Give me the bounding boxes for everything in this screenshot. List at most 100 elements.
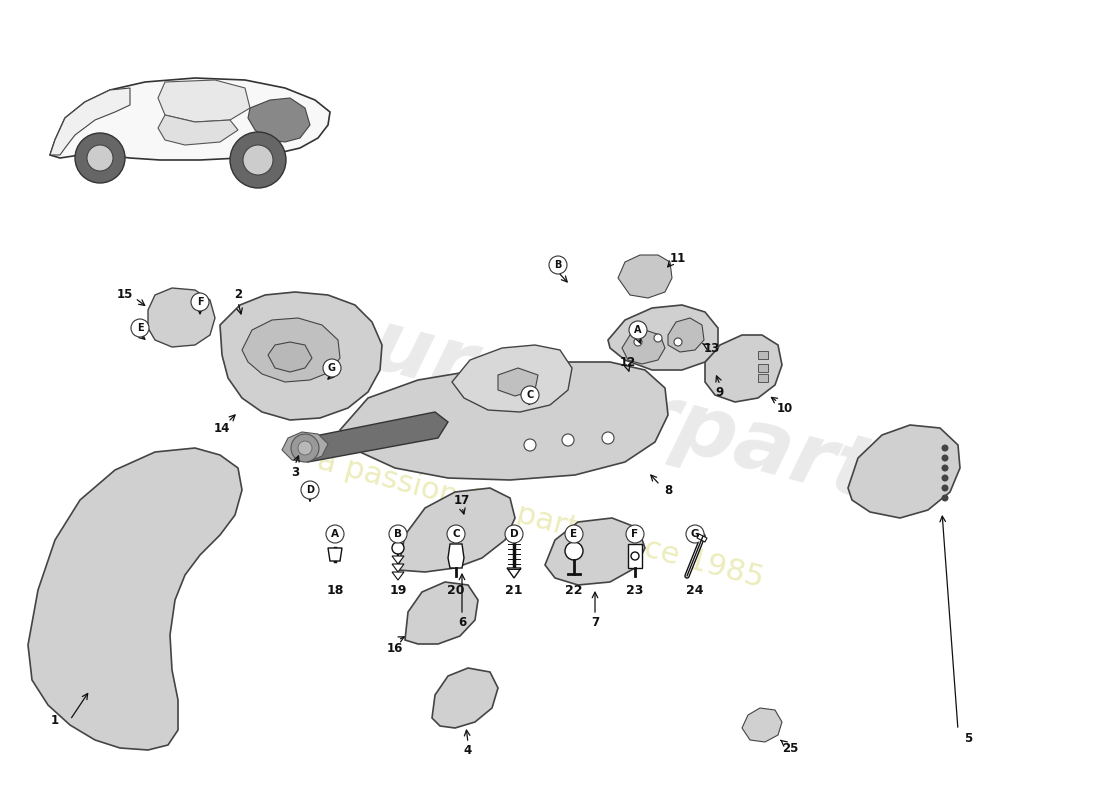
Text: 2: 2 bbox=[234, 289, 242, 302]
Circle shape bbox=[654, 334, 662, 342]
Text: 22: 22 bbox=[565, 585, 583, 598]
Polygon shape bbox=[608, 305, 718, 370]
Circle shape bbox=[942, 454, 948, 462]
Text: 11: 11 bbox=[670, 251, 686, 265]
Circle shape bbox=[634, 338, 642, 346]
Polygon shape bbox=[290, 412, 448, 462]
Circle shape bbox=[87, 145, 113, 171]
Polygon shape bbox=[758, 351, 768, 359]
Circle shape bbox=[942, 474, 948, 482]
Circle shape bbox=[629, 321, 647, 339]
Text: C: C bbox=[452, 529, 460, 539]
Text: eurocarparts: eurocarparts bbox=[306, 289, 934, 531]
Circle shape bbox=[674, 338, 682, 346]
Text: 10: 10 bbox=[777, 402, 793, 414]
Text: D: D bbox=[306, 485, 313, 495]
Text: 20: 20 bbox=[448, 585, 464, 598]
Polygon shape bbox=[618, 255, 672, 298]
Polygon shape bbox=[328, 548, 342, 561]
Circle shape bbox=[326, 525, 344, 543]
Text: E: E bbox=[571, 529, 578, 539]
Circle shape bbox=[505, 525, 522, 543]
Polygon shape bbox=[158, 80, 250, 122]
Polygon shape bbox=[544, 518, 645, 585]
Polygon shape bbox=[158, 115, 238, 145]
Polygon shape bbox=[398, 488, 515, 572]
Polygon shape bbox=[705, 335, 782, 402]
Polygon shape bbox=[50, 78, 330, 160]
Circle shape bbox=[389, 525, 407, 543]
Polygon shape bbox=[268, 342, 312, 372]
Text: G: G bbox=[691, 529, 700, 539]
Text: 5: 5 bbox=[964, 731, 972, 745]
Circle shape bbox=[392, 542, 404, 554]
Polygon shape bbox=[452, 345, 572, 412]
Polygon shape bbox=[220, 292, 382, 420]
Text: 4: 4 bbox=[464, 743, 472, 757]
Circle shape bbox=[447, 525, 465, 543]
Polygon shape bbox=[148, 288, 214, 347]
Text: A: A bbox=[331, 529, 339, 539]
Text: 13: 13 bbox=[704, 342, 720, 354]
Polygon shape bbox=[392, 572, 404, 580]
Circle shape bbox=[626, 525, 644, 543]
Text: 6: 6 bbox=[458, 615, 466, 629]
Polygon shape bbox=[405, 582, 478, 644]
Text: A: A bbox=[635, 325, 641, 335]
Polygon shape bbox=[498, 368, 538, 396]
Text: 23: 23 bbox=[626, 585, 644, 598]
Polygon shape bbox=[758, 364, 768, 372]
Text: 12: 12 bbox=[620, 355, 636, 369]
Circle shape bbox=[521, 386, 539, 404]
Circle shape bbox=[301, 481, 319, 499]
Circle shape bbox=[323, 359, 341, 377]
Circle shape bbox=[602, 432, 614, 444]
Text: 24: 24 bbox=[686, 585, 704, 598]
Polygon shape bbox=[340, 362, 668, 480]
Text: 17: 17 bbox=[454, 494, 470, 506]
Polygon shape bbox=[432, 668, 498, 728]
Text: 3: 3 bbox=[290, 466, 299, 478]
Text: D: D bbox=[509, 529, 518, 539]
Text: 1: 1 bbox=[51, 714, 59, 726]
Text: B: B bbox=[394, 529, 402, 539]
Circle shape bbox=[942, 494, 948, 502]
Polygon shape bbox=[848, 425, 960, 518]
Circle shape bbox=[686, 525, 704, 543]
Text: F: F bbox=[197, 297, 204, 307]
Polygon shape bbox=[621, 330, 665, 364]
Polygon shape bbox=[448, 544, 464, 568]
Polygon shape bbox=[242, 318, 340, 382]
Circle shape bbox=[243, 145, 273, 175]
Text: 16: 16 bbox=[387, 642, 404, 654]
Polygon shape bbox=[507, 568, 521, 578]
Text: C: C bbox=[527, 390, 534, 400]
Polygon shape bbox=[282, 432, 328, 462]
Circle shape bbox=[562, 434, 574, 446]
Text: 14: 14 bbox=[213, 422, 230, 434]
Circle shape bbox=[565, 542, 583, 560]
Text: 25: 25 bbox=[782, 742, 799, 754]
Text: a passion for parts since 1985: a passion for parts since 1985 bbox=[314, 446, 767, 594]
Circle shape bbox=[631, 552, 639, 560]
Polygon shape bbox=[50, 88, 130, 155]
Polygon shape bbox=[392, 556, 404, 564]
Polygon shape bbox=[248, 98, 310, 142]
Polygon shape bbox=[28, 448, 242, 750]
Circle shape bbox=[942, 445, 948, 451]
Circle shape bbox=[191, 293, 209, 311]
Text: 18: 18 bbox=[327, 585, 343, 598]
Circle shape bbox=[942, 465, 948, 471]
Polygon shape bbox=[392, 564, 404, 572]
Text: B: B bbox=[554, 260, 562, 270]
Circle shape bbox=[292, 434, 319, 462]
Circle shape bbox=[565, 525, 583, 543]
Polygon shape bbox=[628, 544, 642, 568]
Text: 15: 15 bbox=[117, 289, 133, 302]
Text: 8: 8 bbox=[664, 483, 672, 497]
Circle shape bbox=[942, 485, 948, 491]
Polygon shape bbox=[758, 374, 768, 382]
Text: F: F bbox=[631, 529, 639, 539]
Text: 19: 19 bbox=[389, 585, 407, 598]
Circle shape bbox=[524, 439, 536, 451]
